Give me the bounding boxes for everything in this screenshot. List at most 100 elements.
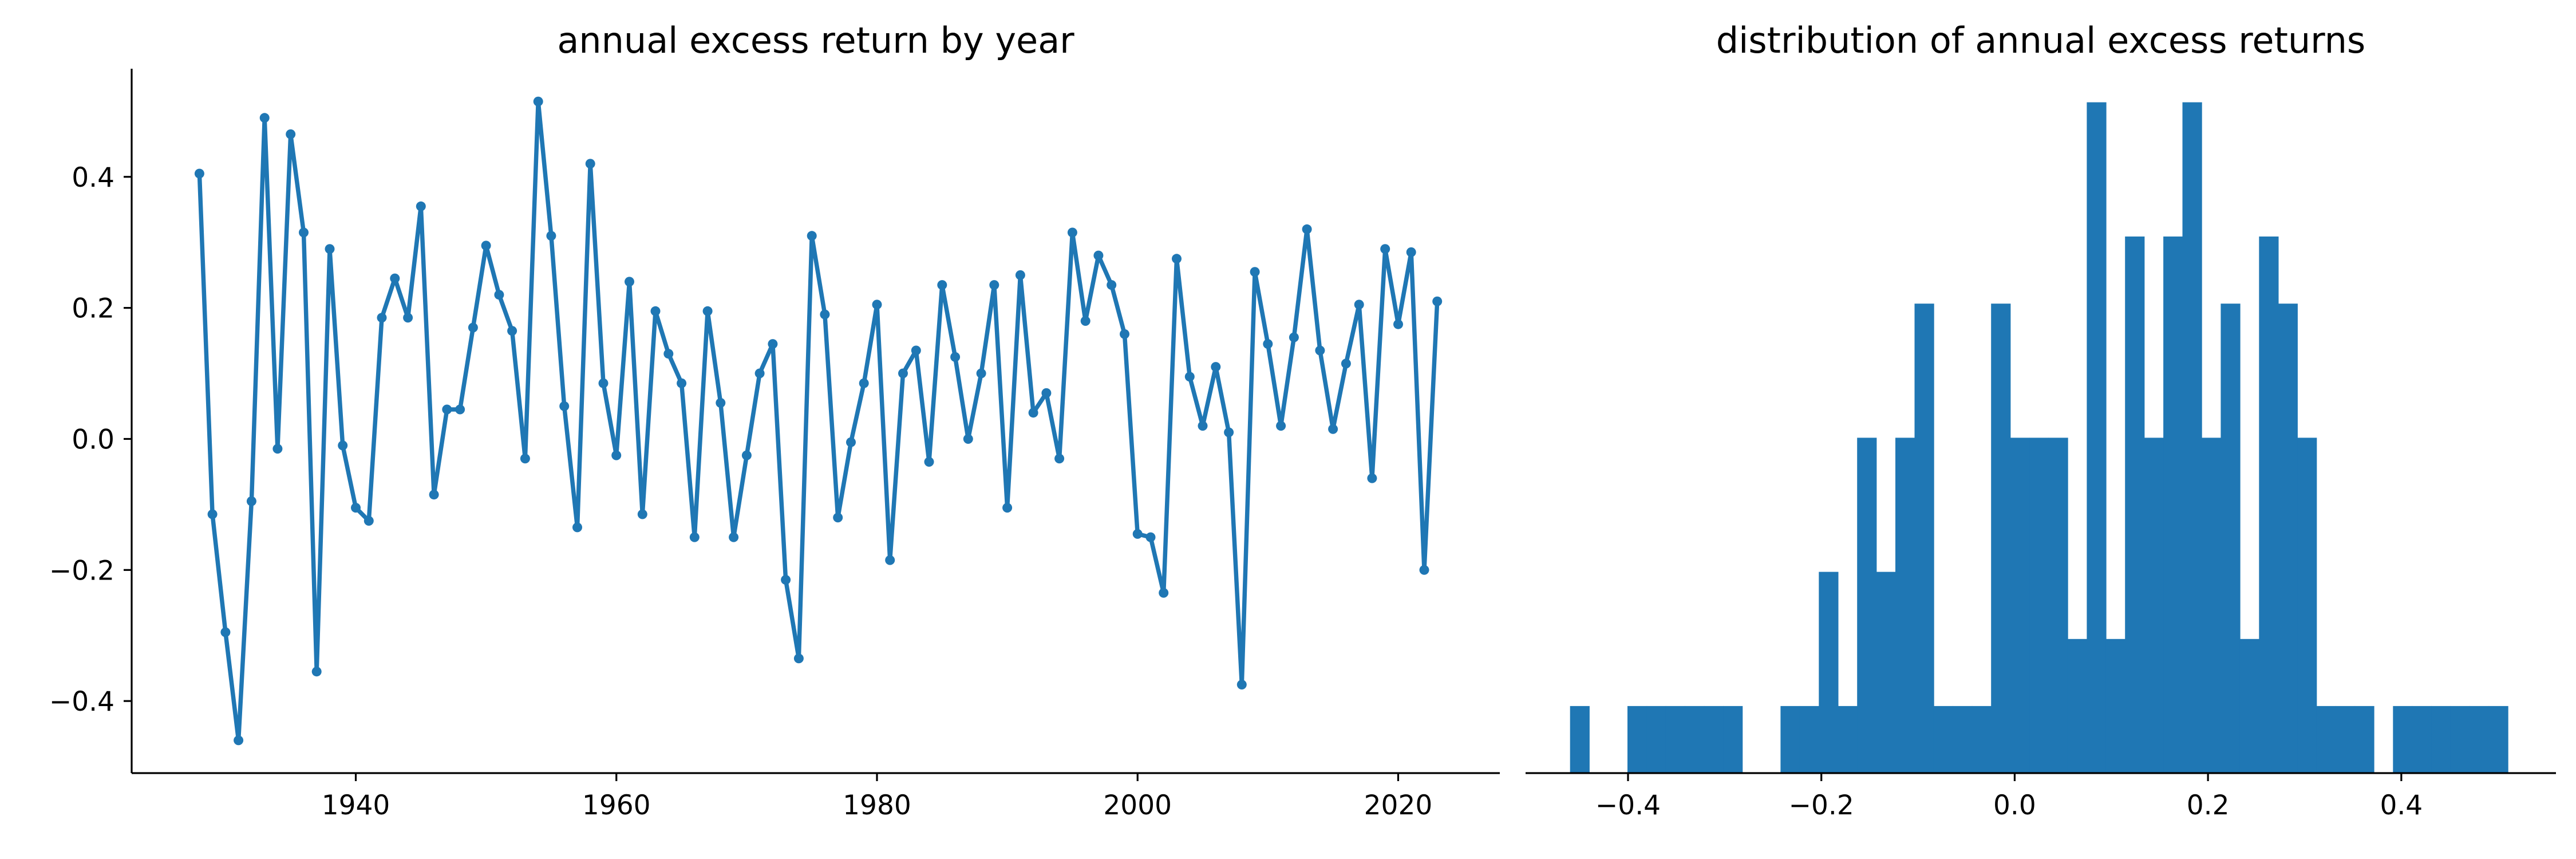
data-point [885, 555, 895, 565]
data-point [455, 404, 465, 415]
data-point [364, 516, 374, 526]
data-point [1093, 250, 1104, 261]
data-point [1067, 227, 1077, 238]
histogram-bar [2125, 237, 2145, 773]
data-point [911, 345, 921, 356]
histogram-bar [1570, 706, 1590, 773]
histogram-bar [1685, 706, 1705, 773]
x-tick-label: 2020 [1364, 790, 1433, 821]
data-point [637, 509, 647, 519]
data-point [546, 231, 556, 241]
data-point [403, 313, 413, 323]
data-point [963, 434, 973, 444]
histogram-bar [2431, 706, 2451, 773]
data-point [793, 653, 804, 664]
data-point [1184, 372, 1195, 382]
data-point [299, 227, 309, 238]
histogram-bar [2488, 706, 2508, 773]
data-point [611, 450, 622, 460]
data-point [416, 201, 426, 211]
data-point [872, 300, 882, 310]
x-tick-label: 1960 [582, 790, 651, 821]
data-point [585, 159, 595, 169]
data-point [1289, 332, 1299, 342]
data-point [1107, 280, 1117, 290]
histogram-bar [1914, 304, 1934, 773]
data-point [859, 378, 869, 388]
histogram-bar [1704, 706, 1724, 773]
data-point [1315, 345, 1325, 356]
data-point [741, 450, 752, 460]
histogram-bar [2412, 706, 2432, 773]
histogram-bar [1933, 706, 1954, 773]
histogram-bar [1780, 706, 1800, 773]
histogram-axes: −0.4 −0.2 0.0 0.2 0.4 [1526, 772, 2556, 821]
y-tick-label: −0.2 [49, 555, 114, 586]
data-point [1393, 319, 1403, 329]
data-point [559, 401, 570, 411]
histogram-bar [2221, 304, 2241, 773]
histogram-bar [2010, 438, 2030, 773]
data-point [1224, 427, 1234, 438]
histogram-bar [2239, 639, 2259, 773]
data-point [246, 496, 256, 506]
data-point [1041, 388, 1052, 398]
data-point [716, 398, 726, 408]
line-chart-axes: 1940 1960 1980 2000 2020 −0.4 −0.2 0.0 0.2 0.4 [49, 69, 1500, 821]
histogram-bar [2182, 102, 2202, 774]
data-point [442, 404, 452, 415]
data-point [1236, 680, 1247, 689]
data-point [807, 231, 817, 241]
data-point [820, 309, 830, 320]
histogram-bar [1971, 706, 1992, 773]
data-point [1015, 270, 1025, 280]
histogram-bar [2297, 438, 2317, 773]
data-point [1132, 529, 1143, 539]
histogram-panel: distribution of annual excess returns −0… [1526, 19, 2556, 821]
data-point [207, 509, 218, 519]
data-point [976, 368, 986, 379]
histogram-bar [1953, 706, 1973, 773]
histogram-bar [1646, 706, 1666, 773]
data-point [1380, 244, 1390, 254]
data-point [1250, 267, 1260, 277]
x-tick-label: −0.4 [1595, 790, 1661, 821]
data-point [1172, 254, 1182, 264]
histogram-bar [1857, 438, 1877, 773]
data-point [625, 277, 634, 287]
data-point [677, 378, 687, 388]
histogram-bar [2163, 237, 2183, 773]
data-point [1367, 473, 1377, 483]
data-point [494, 290, 504, 300]
histogram-bar [2029, 438, 2049, 773]
data-point [1328, 424, 1338, 434]
data-point [194, 168, 204, 179]
histogram-bar [2048, 438, 2068, 773]
data-point [1263, 339, 1273, 349]
data-point [1354, 300, 1364, 310]
data-point [1302, 224, 1312, 234]
x-tick-label: −0.2 [1789, 790, 1854, 821]
histogram-bar [2393, 706, 2413, 773]
data-point [663, 349, 674, 359]
data-point [924, 457, 934, 467]
line-chart-panel: annual excess return by year 1940 1960 198… [49, 19, 1500, 821]
data-point [1341, 358, 1351, 369]
histogram-bar [1819, 572, 1839, 773]
data-point [754, 368, 765, 379]
data-point [1198, 421, 1208, 431]
data-point [338, 440, 348, 451]
x-tick-label: 1980 [843, 790, 911, 821]
data-point [833, 513, 843, 523]
histogram-bar [2470, 706, 2490, 773]
data-point [937, 280, 947, 290]
histogram-title: distribution of annual excess returns [1716, 19, 2365, 61]
data-point [1120, 329, 1129, 339]
data-point [1002, 503, 1013, 513]
data-point [898, 368, 908, 379]
data-point [989, 280, 999, 290]
data-point [377, 313, 387, 323]
data-point [325, 244, 335, 254]
data-point [1276, 421, 1286, 431]
data-point [729, 532, 739, 542]
